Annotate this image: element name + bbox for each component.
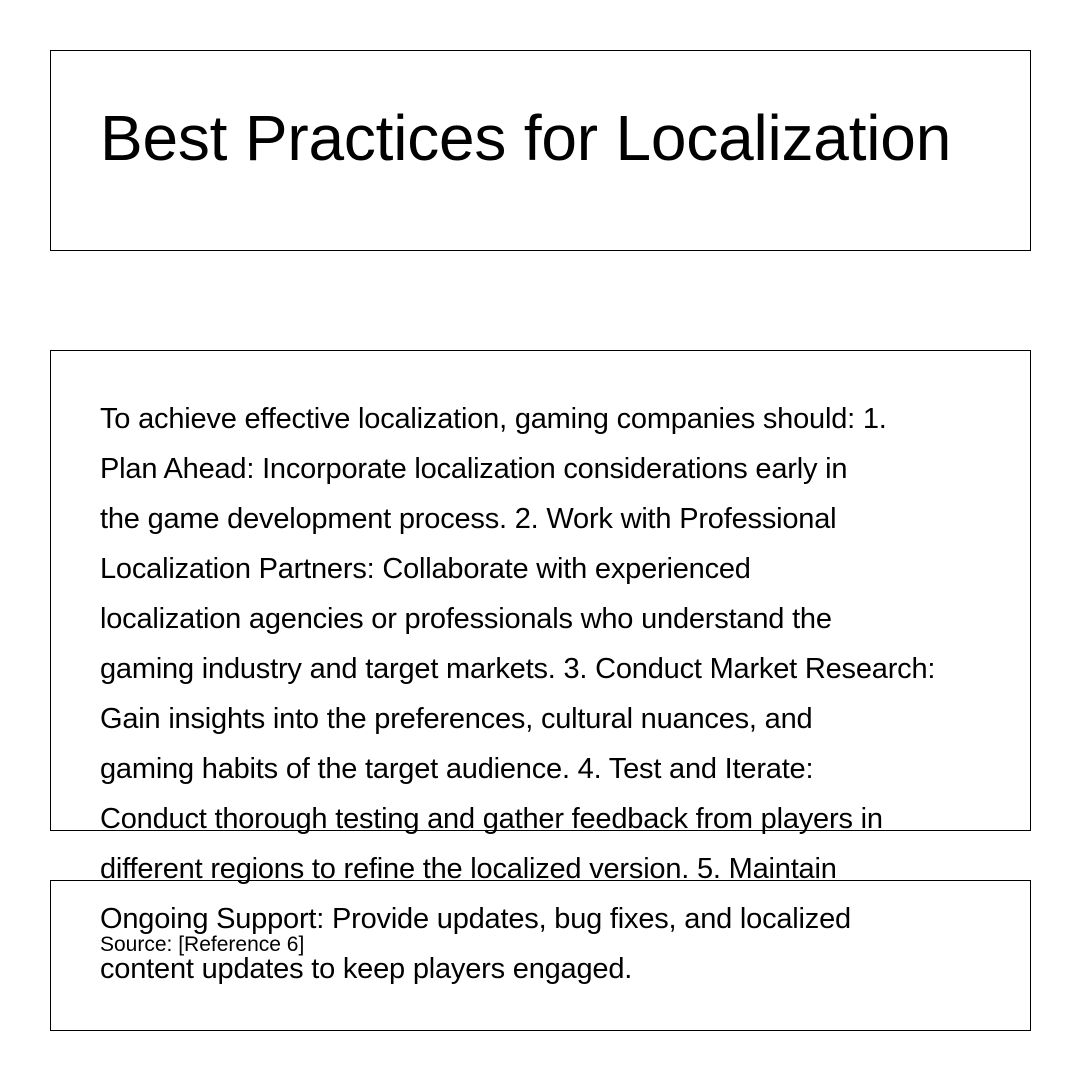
- slide-title: Best Practices for Localization: [100, 102, 952, 174]
- title-frame: [50, 50, 1031, 251]
- source-citation: Source: [Reference 6]: [100, 933, 305, 956]
- source-frame: [50, 880, 1031, 1031]
- body-frame: [50, 350, 1031, 831]
- body-text: To achieve effective localization, gamin…: [100, 403, 936, 985]
